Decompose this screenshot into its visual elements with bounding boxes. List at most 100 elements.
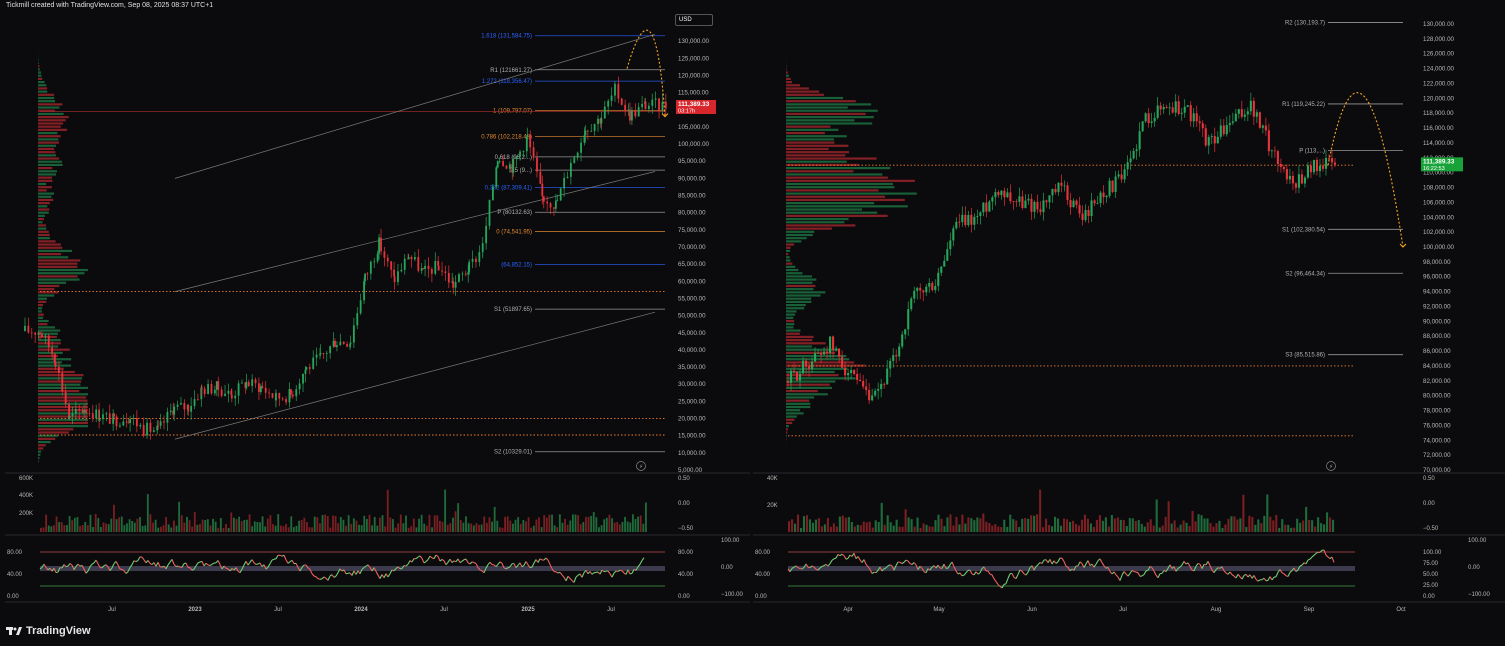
volume-bar [525,521,527,532]
price-axis-tick: 116,000.00 [1423,125,1454,132]
volume-profile-bar [786,275,812,278]
oscillator-line [1297,565,1301,571]
oscillator-line [635,566,639,571]
volume-profile-bar [786,294,821,297]
volume-profile-bar [786,374,839,377]
volume-profile-bar [786,367,848,370]
tradingview-logo[interactable]: TradingView [6,625,91,637]
oscillator-line [483,567,487,573]
daily-chart[interactable]: 130,000.00128,000.00126,000.00124,000.00… [753,14,1505,616]
volume-bar [874,520,877,532]
volume-bar [558,514,561,532]
oscillator-line [1131,569,1135,572]
oscillator-line [1151,567,1155,572]
price-axis-tick: 60,000.00 [678,278,706,285]
volume-bar [1107,526,1110,532]
oscillator-line [257,562,261,565]
volume-bar [946,517,949,532]
candle [1237,109,1240,114]
volume-bar [997,526,1000,532]
volume-right-tick: 0.00 [678,501,690,507]
volume-bar [1062,518,1066,532]
candle [1198,121,1201,124]
weekly-chart[interactable]: 130,000.00125,000.00120,000.00115,000.00… [5,14,750,616]
volume-profile-bar [786,358,850,361]
currency-selector[interactable]: USD [675,14,713,26]
candle [1312,159,1316,173]
volume-bar [144,525,147,532]
candle [85,410,87,413]
volume-bar [480,524,483,532]
volume-profile-bar [38,198,54,202]
volume-bar [402,523,405,532]
time-axis-tick: Jul [440,607,448,613]
oscillator-line [1241,575,1245,580]
countdown-label: 03:17h [678,109,695,115]
oscillator-line [449,558,453,563]
oscillator-line [1221,566,1225,572]
oscillator-line [427,555,431,560]
candle [1090,200,1093,216]
volume-bar [1006,526,1009,532]
candle [913,290,916,299]
volume-profile-bar [786,77,791,80]
volume-bar [1269,516,1272,532]
oscillator-line [443,560,447,565]
volume-bar [358,524,360,532]
level-label: 0.382 (87,309.41) [485,186,532,192]
oscillator-line [581,572,585,578]
volume-bar [1263,515,1266,532]
volume-bar [856,524,859,532]
candle [363,281,365,301]
volume-bar [230,512,233,532]
volume-bar [251,526,254,532]
volume-bar [1290,527,1293,532]
oscillator-line [1169,564,1173,569]
oscillator-line [1031,565,1035,571]
volume-bar [595,517,598,532]
volume-profile-bar [786,284,816,288]
candle [991,197,994,202]
candle [54,362,57,367]
candle [414,257,416,260]
volume-profile-bar [38,265,78,268]
oscillator-line [441,558,445,562]
candle [1231,121,1234,124]
volume-bar [313,516,316,532]
candle [329,346,332,354]
volume-bar [1012,519,1015,532]
oscillator-line [1019,569,1023,572]
oscillator-line [331,574,335,578]
oscillator-line [625,569,629,575]
volume-bar [201,519,204,532]
chart-credit: Tickmill created with TradingView.com, S… [6,2,214,9]
volume-profile-bar [786,326,794,329]
oscillator-left-tick: 80.00 [755,550,771,556]
candle [1213,136,1216,144]
volume-bar [1116,517,1119,532]
volume-bar [548,514,551,532]
volume-bar [246,519,248,532]
oscillator-line [845,557,849,560]
volume-bar [631,514,634,532]
volume-bar [295,525,298,532]
candle [904,329,907,335]
candle [862,381,865,387]
candle [102,414,104,420]
price-axis-tick: 106,000.00 [1423,199,1455,206]
candle [895,355,898,357]
candle [1006,192,1009,198]
candle [1207,137,1210,146]
price-axis-tick: 45,000.00 [678,330,706,337]
oscillator-line [229,568,233,572]
volume-bar [139,517,141,532]
oscillator-line [385,573,389,578]
volume-profile-bar [786,154,846,157]
volume-profile-bar [786,103,872,106]
oscillator-line [439,559,443,562]
oscillator-line [155,562,159,567]
time-axis-tick: Aug [1211,607,1222,613]
volume-bar [898,526,901,532]
price-axis-tick: 120,000.00 [1423,95,1455,102]
volume-profile-bar [38,405,88,409]
